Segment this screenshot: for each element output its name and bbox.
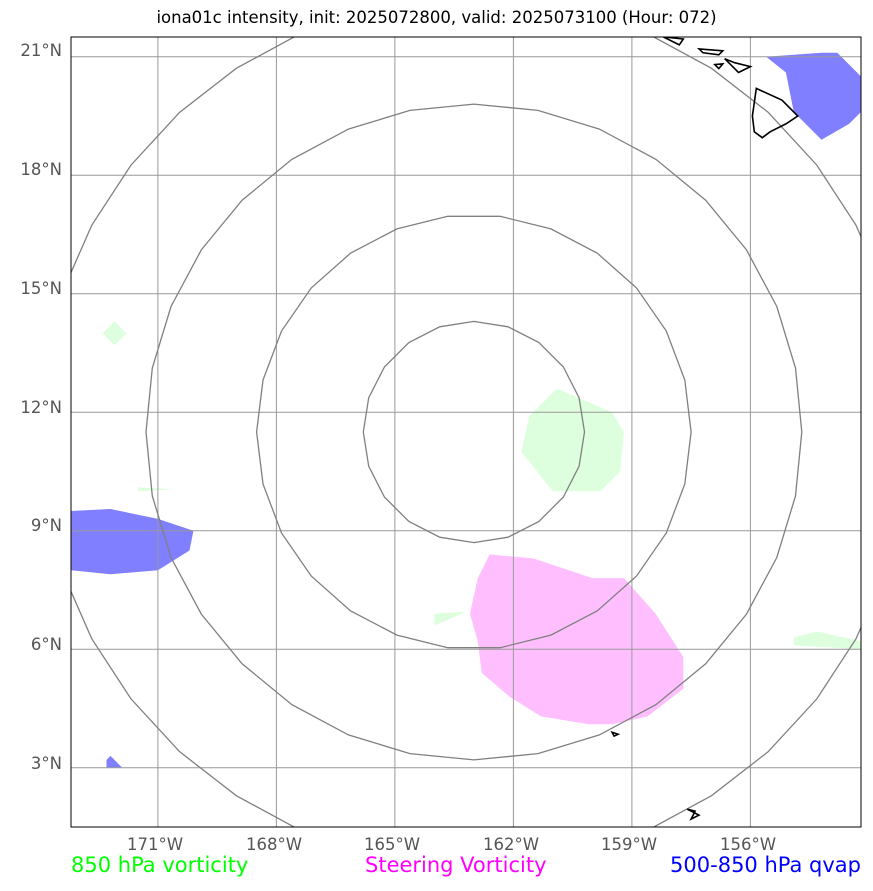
lon-label-156w: 156°W — [720, 835, 776, 854]
lat-label-21n: 21°N — [20, 41, 62, 60]
vorticity-850-area — [102, 321, 127, 346]
lon-label-168w: 168°W — [246, 835, 302, 854]
vorticity-850-area — [521, 388, 624, 492]
map-background — [71, 37, 861, 827]
lon-label-159w: 159°W — [601, 835, 657, 854]
lat-label-18n: 18°N — [20, 160, 62, 179]
lat-label-6n: 6°N — [31, 635, 62, 654]
graticule — [71, 37, 861, 827]
vorticity-850-layer — [102, 321, 861, 650]
steering-vorticity-layer — [469, 554, 684, 725]
qvap-area — [71, 509, 194, 575]
qvap-layer — [71, 52, 861, 768]
lat-label-9n: 9°N — [31, 516, 62, 535]
figure-title: iona01c intensity, init: 2025072800, val… — [156, 8, 717, 27]
coastline — [696, 47, 725, 56]
coastline — [724, 57, 753, 74]
lat-label-12n: 12°N — [20, 398, 62, 417]
steering-vorticity-area — [469, 554, 684, 725]
range-ring — [255, 215, 692, 649]
lon-label-165w: 165°W — [364, 835, 420, 854]
coastline — [713, 62, 725, 70]
vorticity-850-area — [434, 611, 466, 626]
coastline — [663, 37, 685, 46]
range-ring — [71, 37, 861, 827]
range-ring — [362, 320, 586, 544]
legend-steering-vorticity: Steering Vorticity — [365, 853, 547, 877]
range-rings — [71, 37, 861, 827]
qvap-area — [106, 755, 123, 768]
coastline — [751, 87, 800, 139]
vorticity-850-area — [138, 487, 174, 492]
lat-label-15n: 15°N — [20, 279, 62, 298]
coastlines — [610, 37, 800, 821]
coastline — [610, 730, 621, 738]
vorticity-850-area — [793, 631, 861, 650]
lon-label-162w: 162°W — [483, 835, 539, 854]
map-frame — [70, 36, 862, 828]
legend-850-hpa-vorticity: 850 hPa vorticity — [71, 853, 249, 877]
lat-label-3n: 3°N — [31, 754, 62, 773]
lon-label-171w: 171°W — [127, 835, 183, 854]
legend-qvap: 500-850 hPa qvap — [670, 853, 861, 877]
qvap-area — [766, 52, 861, 140]
coastline — [686, 808, 701, 821]
range-ring — [145, 103, 803, 761]
